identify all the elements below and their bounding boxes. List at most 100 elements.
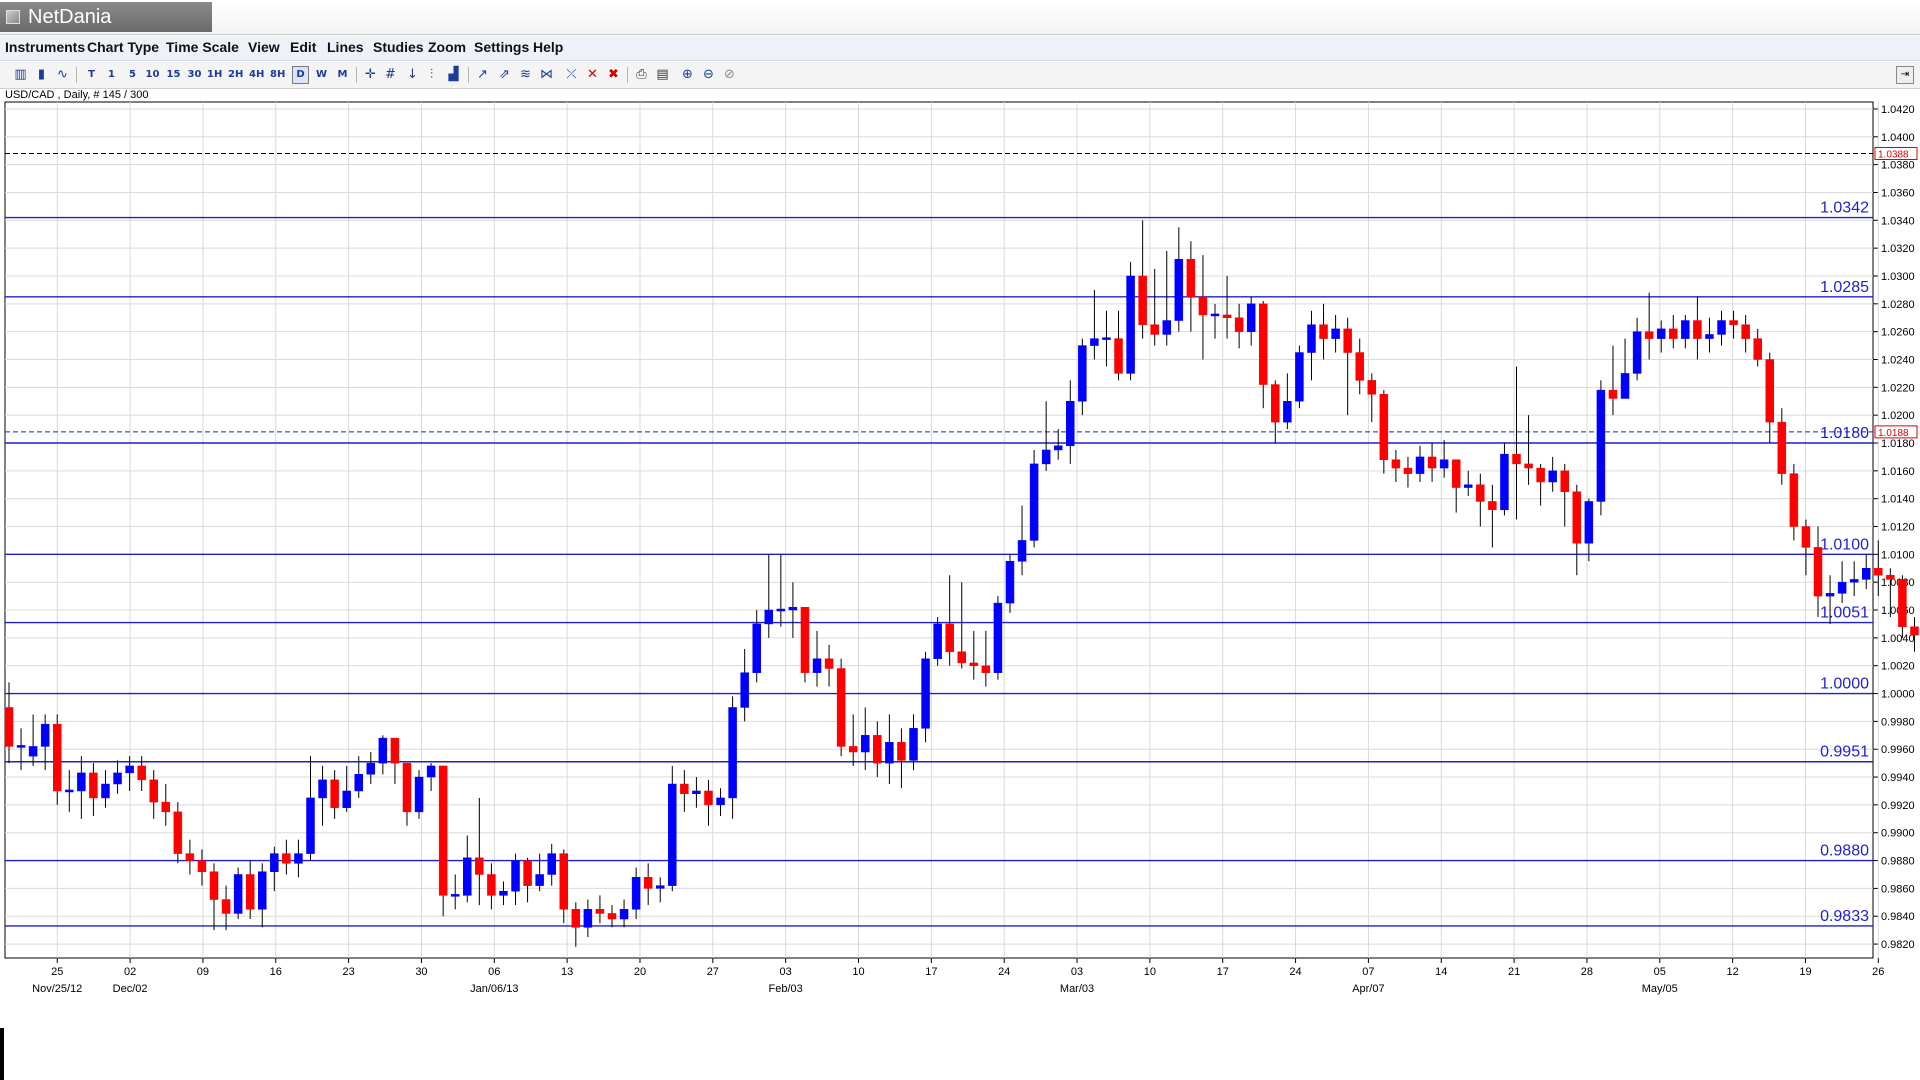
candle-up [1162, 320, 1172, 335]
candle-down [221, 899, 231, 914]
x-tick-label: 20 [634, 966, 646, 978]
timeframe-5[interactable]: 5 [129, 69, 136, 80]
candle-up [812, 658, 822, 673]
timeframe-2h[interactable]: 2H [228, 69, 244, 80]
timeframe-1h[interactable]: 1H [207, 69, 223, 80]
x-month-label: Jan/06/13 [470, 983, 518, 995]
x-tick-label: 16 [270, 966, 282, 978]
menu-lines[interactable]: Lines [327, 39, 364, 55]
candle-up [125, 765, 134, 774]
candle-up [728, 707, 737, 799]
y-tick-label: 1.0320 [1881, 243, 1915, 255]
plot-area [4, 101, 1874, 959]
timeframe-w[interactable]: W [315, 69, 328, 80]
print-preview-icon[interactable]: ▤ [656, 67, 669, 82]
print-icon[interactable]: ⎙ [636, 67, 647, 82]
delete-all-icon[interactable]: ✖ [608, 67, 619, 82]
timeframe-8h[interactable]: 8H [270, 69, 286, 80]
candle-chart-icon[interactable]: ▮ [37, 67, 46, 82]
candle-up [1415, 456, 1425, 474]
menu-chart-type[interactable]: Chart Type [87, 39, 160, 55]
grid-icon[interactable]: # [385, 67, 396, 82]
chart[interactable]: 1.0420 1.0400 1.0380 1.0360 1.0340 1.0320 1.03… [0, 100, 1920, 1002]
timeframe-t[interactable]: T [88, 69, 95, 80]
candle-down [1343, 328, 1352, 353]
menu-instruments[interactable]: Instruments [5, 39, 86, 55]
candle-up [1825, 593, 1835, 597]
line-chart-icon[interactable]: ∿ [57, 67, 68, 82]
candle-up [1246, 303, 1256, 332]
menu-studies[interactable]: Studies [373, 39, 424, 55]
y-tick-label: 0.9940 [1881, 772, 1915, 784]
trendline-icon[interactable]: ↗ [477, 67, 488, 82]
timeframe-4h[interactable]: 4H [249, 69, 265, 80]
title-bar: NetDania FinanceChart [0, 0, 1920, 58]
zoom-in-icon[interactable]: ⊕ [682, 67, 693, 82]
channel-icon[interactable]: ⇗ [499, 67, 510, 82]
candle-up [101, 783, 110, 799]
candle-up [1017, 540, 1027, 562]
gann-icon[interactable]: ⋈ [540, 67, 553, 82]
candle-up [885, 742, 894, 764]
timeframe-30[interactable]: 30 [187, 69, 202, 80]
candle-up [77, 772, 86, 792]
panel-toggle-icon[interactable]: ⇥ [1896, 66, 1914, 84]
menu-view[interactable]: View [248, 39, 280, 55]
candle-down [848, 746, 858, 753]
candle-down [1644, 331, 1654, 339]
menu-settings[interactable]: Settings [474, 39, 530, 55]
candle-up [1029, 463, 1039, 541]
timeframe-d[interactable]: D [292, 66, 309, 84]
y-tick-label: 1.0360 [1881, 187, 1915, 199]
candle-up [788, 606, 798, 611]
menu-time-scale[interactable]: Time Scale [166, 39, 239, 55]
bottom-area [0, 1002, 1920, 1080]
cursor-icon[interactable]: ↓ [407, 67, 418, 82]
y-tick-label: 1.0260 [1881, 327, 1915, 339]
candle-up [1090, 338, 1099, 346]
app-icon [6, 10, 20, 24]
zoom-out-icon[interactable]: ⊖ [703, 67, 714, 82]
zoom-reset-icon[interactable]: ⊘ [724, 67, 735, 82]
y-tick-label: 1.0180 [1881, 438, 1915, 450]
timeframe-1[interactable]: 1 [108, 69, 115, 80]
timeframe-m[interactable]: M [337, 69, 348, 80]
bar-chart-icon[interactable]: ▥ [14, 67, 27, 82]
menu-help[interactable]: Help [533, 39, 564, 55]
candle-up [921, 658, 930, 729]
fibonacci-icon[interactable]: ≋ [520, 67, 531, 82]
x-tick-label: 25 [51, 966, 63, 978]
candle-down [89, 772, 98, 799]
y-tick-label: 0.9960 [1881, 744, 1915, 756]
x-tick-label: 13 [561, 966, 573, 978]
timeframe-10[interactable]: 10 [145, 69, 160, 80]
x-tick-label: 24 [998, 966, 1010, 978]
level-label: 1.0100 [1820, 536, 1869, 553]
app-title: NetDania FinanceChart [0, 2, 212, 58]
candle-up [1464, 484, 1473, 488]
candle-up [1005, 561, 1015, 604]
candle-down [1729, 320, 1738, 325]
candle-down [1536, 467, 1545, 483]
volume-icon[interactable]: ⫶ [429, 67, 434, 82]
y-tick-label: 1.0000 [1881, 689, 1915, 701]
y-tick-label: 1.0140 [1881, 494, 1915, 506]
candle-up [1548, 470, 1557, 483]
candle-down [1427, 456, 1437, 469]
candle-up [933, 623, 942, 659]
candle-down [52, 723, 62, 792]
menu-edit[interactable]: Edit [290, 39, 317, 55]
delete-line-icon[interactable]: ⤫ [566, 67, 577, 82]
candle-up [535, 874, 544, 886]
volume-bars-icon[interactable]: ▟ [448, 67, 459, 82]
candle-up [547, 853, 556, 875]
candle-down [680, 783, 689, 795]
candle-up [366, 762, 376, 775]
delete-icon[interactable]: ✕ [587, 67, 598, 82]
crosshair-icon[interactable]: ✛ [365, 67, 376, 82]
timeframe-15[interactable]: 15 [166, 69, 181, 80]
candle-down [1524, 463, 1533, 469]
candle-up [1837, 581, 1847, 594]
y-tick-label: 1.0200 [1881, 410, 1915, 422]
menu-zoom[interactable]: Zoom [428, 39, 467, 55]
